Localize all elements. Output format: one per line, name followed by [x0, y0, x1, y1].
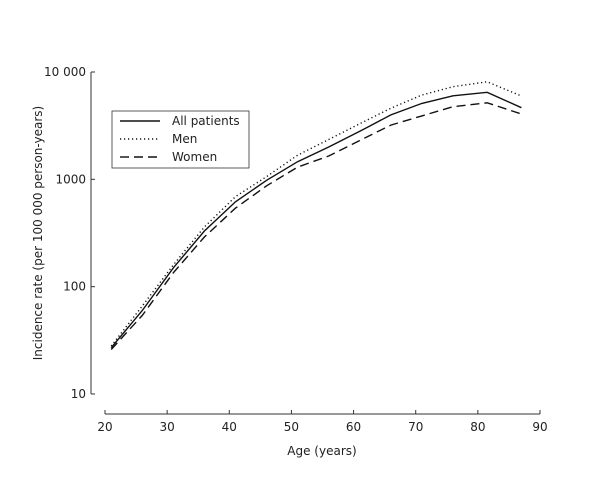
x-tick-label: 40 — [222, 420, 237, 434]
x-tick-label: 50 — [284, 420, 299, 434]
y-tick-label: 10 — [71, 387, 86, 401]
x-tick-label: 60 — [346, 420, 361, 434]
x-tick-label: 80 — [470, 420, 485, 434]
x-tick-label: 90 — [532, 420, 547, 434]
y-tick-label: 1000 — [55, 172, 86, 186]
series-line-all-patients — [110, 91, 522, 349]
x-tick-label: 20 — [97, 420, 112, 434]
axes — [90, 72, 540, 415]
x-tick-label: 30 — [160, 420, 175, 434]
legend-label: All patients — [172, 114, 240, 128]
series-lines — [110, 81, 522, 350]
y-ticks: 10 100 1000 10 000 — [44, 65, 95, 401]
x-axis-label: Age (years) — [287, 444, 356, 458]
legend-label: Women — [172, 150, 217, 164]
legend: All patients Men Women — [111, 110, 250, 169]
y-tick-label: 100 — [63, 280, 86, 294]
series-line-women — [110, 102, 522, 350]
y-axis-label: Incidence rate (per 100 000 person-years… — [31, 106, 45, 361]
x-ticks: 20 30 40 50 60 70 80 90 — [97, 410, 548, 434]
legend-label: Men — [172, 132, 197, 146]
x-tick-label: 70 — [408, 420, 423, 434]
y-tick-label: 10 000 — [44, 65, 86, 79]
